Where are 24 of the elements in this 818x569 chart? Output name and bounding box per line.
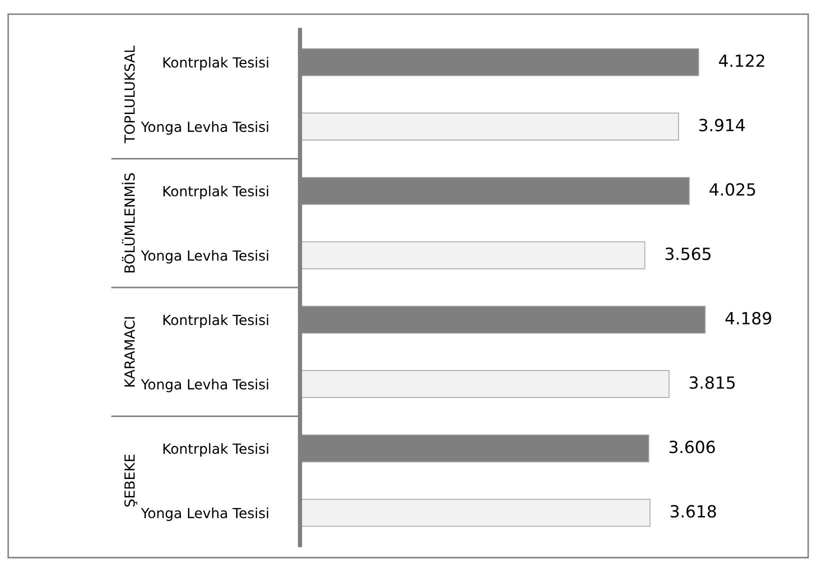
bar	[300, 241, 646, 270]
text: ŞEBEKE	[124, 454, 138, 507]
y-tick-label: Kontrplak Tesisi	[163, 56, 268, 70]
bar	[300, 370, 670, 398]
y-tick-label: Yonga Levha Tesisi	[140, 508, 268, 521]
text: TOPLULUKSAL	[124, 46, 135, 144]
text: BÖLÜMLENMİS	[122, 173, 135, 272]
y-tick-label: Kontrplak Tesisi	[163, 443, 268, 457]
data-label: 4.122	[718, 54, 764, 67]
y-tick-label: Kontrplak Tesisi	[163, 314, 268, 328]
data-label: 3.618	[670, 505, 716, 518]
bar	[300, 112, 679, 140]
data-label: 3.914	[699, 118, 745, 132]
y-tick-label: Yonga Levha Tesisi	[140, 250, 268, 264]
data-label: 3.606	[670, 440, 715, 454]
y-tick-label: Kontrplak Tesisi	[163, 186, 268, 200]
data-label: 3.565	[666, 248, 711, 260]
data-label: 3.815	[690, 376, 735, 389]
y-tick-label: Yonga Levha Tesisi	[140, 121, 268, 135]
data-label: 4.025	[710, 183, 756, 196]
bar	[300, 498, 650, 527]
text: KARAMACI	[124, 317, 135, 387]
y-tick-label: Yonga Levha Tesisi	[140, 378, 268, 392]
data-label: 4.189	[725, 312, 772, 325]
